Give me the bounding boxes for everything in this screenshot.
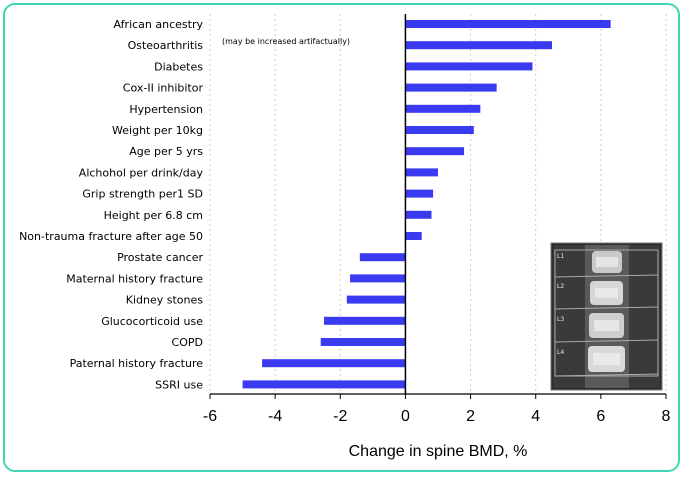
category-labels: African ancestry Osteoarthritis Diabetes Co…	[19, 18, 203, 391]
category-label: Prostate cancer	[117, 251, 203, 264]
category-label: Osteoarthritis	[128, 39, 204, 52]
bar	[346, 295, 406, 304]
x-tick-label: 6	[596, 408, 605, 425]
category-label: Maternal history fracture	[66, 272, 203, 285]
category-label: SSRI use	[155, 378, 203, 391]
grid-lines	[209, 14, 667, 394]
x-tick-label: 2	[466, 408, 475, 425]
bars	[242, 20, 611, 389]
x-tick-label: -2	[333, 408, 347, 425]
bar	[405, 126, 474, 134]
bar	[405, 168, 438, 177]
category-label: Age per 5 yrs	[129, 145, 203, 158]
x-tick-label: -4	[268, 408, 282, 425]
category-label: African ancestry	[114, 18, 204, 31]
x-axis-title: Change in spine BMD, %	[349, 443, 528, 460]
x-axis-ticks: -6 -4 -2 0 2 4 6 8	[203, 394, 671, 425]
category-label: Diabetes	[154, 60, 203, 73]
x-tick-label: 8	[662, 408, 671, 425]
bar	[242, 380, 406, 389]
bar	[320, 338, 406, 346]
category-label: Grip strength per1 SD	[82, 188, 203, 201]
bar	[405, 147, 465, 156]
bar	[359, 253, 406, 262]
svg-text:L1: L1	[557, 253, 564, 260]
category-label: Kidney stones	[126, 294, 204, 307]
category-label: Hypertension	[129, 103, 203, 116]
svg-text:L2: L2	[557, 283, 564, 290]
category-label: Glucocorticoid use	[101, 315, 203, 328]
annotation-note: (may be increased artifactually)	[222, 37, 350, 46]
svg-text:L4: L4	[557, 349, 564, 356]
category-label: Alchohol per drink/day	[79, 166, 204, 179]
bar	[405, 232, 422, 240]
category-label: COPD	[172, 336, 203, 349]
bar	[405, 189, 434, 198]
category-label: Cox-II inhibitor	[123, 82, 204, 95]
bar	[405, 20, 611, 28]
x-tick-label: -6	[203, 408, 217, 425]
category-label: Height per 6.8 cm	[104, 209, 203, 222]
spine-xray-image: L1 L2 L3 L4	[550, 242, 663, 391]
bar	[405, 83, 497, 92]
bar	[405, 62, 533, 71]
x-tick-label: 0	[401, 408, 410, 425]
bar	[405, 41, 552, 50]
svg-text:L3: L3	[557, 316, 564, 323]
bar	[262, 359, 406, 368]
category-label: Non-trauma fracture after age 50	[19, 230, 203, 243]
bar	[405, 104, 481, 113]
bar	[350, 274, 406, 283]
bar	[324, 316, 406, 325]
category-label: Paternal history fracture	[70, 357, 204, 370]
category-label: Weight per 10kg	[112, 124, 203, 137]
x-tick-label: 4	[531, 408, 540, 425]
bar	[405, 210, 432, 219]
